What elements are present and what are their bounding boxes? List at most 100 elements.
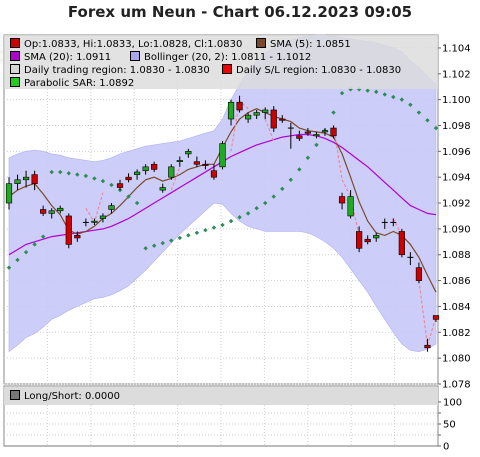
- candle-body: [125, 176, 132, 181]
- candle-body: [168, 166, 175, 178]
- candles: [5, 95, 440, 352]
- candle-body: [304, 131, 312, 134]
- candle-body: [253, 112, 260, 116]
- candle-body: [262, 109, 269, 113]
- candle-body: [22, 176, 30, 181]
- legend-sma5-label: SMA (5): 1.0851: [270, 39, 351, 50]
- candle-body: [142, 166, 149, 172]
- sar-point: [382, 92, 387, 97]
- candle-body: [151, 163, 158, 170]
- sar-point: [15, 257, 20, 263]
- candle-body: [185, 151, 192, 155]
- chart-title: Forex um Neun - Chart 06.12.2023 09:05: [67, 3, 413, 21]
- candle-body: [57, 207, 64, 212]
- sar-point: [186, 233, 191, 238]
- sar-point: [374, 89, 379, 95]
- price-tick-label: 1.090: [442, 224, 471, 235]
- sar-point: [297, 167, 302, 172]
- sar-point: [220, 222, 225, 228]
- price-tick-label: 1.096: [442, 147, 471, 158]
- bollinger-band: [8, 34, 437, 353]
- legend-sl-region-label: Daily S/L region: 1.0830 - 1.0830: [236, 65, 402, 76]
- candle-body: [432, 315, 440, 320]
- sub-legend-background: [4, 387, 438, 405]
- sar-point: [399, 97, 405, 102]
- candle-body: [415, 267, 423, 281]
- price-tick-label: 1.088: [442, 250, 471, 261]
- sar-point: [237, 215, 242, 220]
- legend-trading-region: Daily trading region: 1.0830 - 1.0830: [10, 64, 210, 76]
- candle-body: [424, 344, 431, 349]
- sub-tick-label: 100: [443, 398, 462, 409]
- sar-point: [288, 177, 294, 182]
- sar-point: [228, 218, 234, 224]
- candle-body: [219, 143, 226, 168]
- sub-tick-label: 0: [443, 442, 449, 453]
- price-tick-label: 1.082: [442, 328, 471, 339]
- candle-body: [40, 209, 47, 214]
- sar-point: [58, 169, 63, 175]
- sar-point: [280, 186, 285, 192]
- candle-body: [296, 135, 303, 139]
- sma20-swatch-icon: [10, 51, 20, 61]
- candle-body: [14, 179, 21, 184]
- price-tick-label: 1.078: [442, 380, 471, 391]
- candle-body: [193, 161, 200, 165]
- sar-point: [151, 243, 157, 248]
- sar-point: [408, 102, 413, 107]
- legend-sma20: SMA (20): 1.0911: [10, 51, 111, 63]
- sar-point: [32, 242, 37, 247]
- price-tick-label: 1.092: [442, 199, 471, 210]
- candle-body: [338, 196, 346, 204]
- candle-body: [236, 101, 243, 111]
- candle-body: [356, 231, 363, 249]
- legend-background: [4, 35, 438, 89]
- sar-point: [40, 234, 46, 239]
- legend-bollinger: Bollinger (20, 2): 1.0811 - 1.1012: [130, 51, 311, 63]
- candle-body: [398, 231, 405, 256]
- sar-point: [339, 90, 345, 96]
- sar-point: [391, 94, 396, 100]
- candle-body: [270, 109, 277, 129]
- sar-point: [92, 176, 97, 181]
- sar-point: [75, 172, 80, 177]
- sar-point: [203, 227, 208, 233]
- bollinger-area: [8, 34, 437, 353]
- sar-point: [177, 235, 182, 241]
- candle-body: [321, 130, 329, 133]
- legend-ohlc-label: Op:1.0833, Hi:1.0833, Lo:1.0828, Cl:1.08…: [24, 39, 243, 50]
- legend-trading-region-label: Daily trading region: 1.0830 - 1.0830: [24, 65, 210, 76]
- sar-point: [134, 200, 140, 206]
- legend-sl-region: Daily S/L region: 1.0830 - 1.0830: [222, 64, 401, 76]
- price-axis: 1.078 1.080 1.082 1.084 1.086 1.088 1.090 1.092…: [438, 43, 471, 391]
- candle-body: [330, 127, 337, 137]
- sar-point: [49, 169, 54, 175]
- candle-body: [74, 235, 81, 239]
- sar-point: [314, 142, 319, 148]
- sar-point: [83, 173, 89, 179]
- candle-body: [313, 134, 320, 137]
- candle-body: [176, 160, 183, 162]
- price-tick-label: 1.086: [442, 276, 471, 287]
- candle-body: [347, 196, 354, 217]
- price-tick-label: 1.102: [442, 69, 471, 80]
- sub-tick-label: 50: [443, 420, 456, 431]
- candle-body: [227, 101, 235, 120]
- legend-ohlc: Op:1.0833, Hi:1.0833, Lo:1.0828, Cl:1.08…: [10, 38, 242, 50]
- sar-point: [169, 238, 174, 243]
- sma5-swatch-icon: [256, 38, 266, 48]
- candle-body: [31, 174, 38, 184]
- legend-sma20-label: SMA (20): 1.0911: [24, 52, 112, 63]
- candle-body: [364, 238, 371, 243]
- parabolic-sar-dots: [6, 87, 439, 270]
- candle-body: [210, 170, 218, 178]
- candle-body: [279, 118, 286, 121]
- candle-body: [5, 183, 13, 204]
- sl-region-swatch-icon: [222, 64, 232, 74]
- long-short-swatch-icon: [10, 390, 20, 400]
- sar-point: [433, 125, 439, 131]
- candle-body: [202, 163, 209, 166]
- ohlc-swatch-icon: [10, 38, 20, 48]
- candle-body: [159, 187, 166, 191]
